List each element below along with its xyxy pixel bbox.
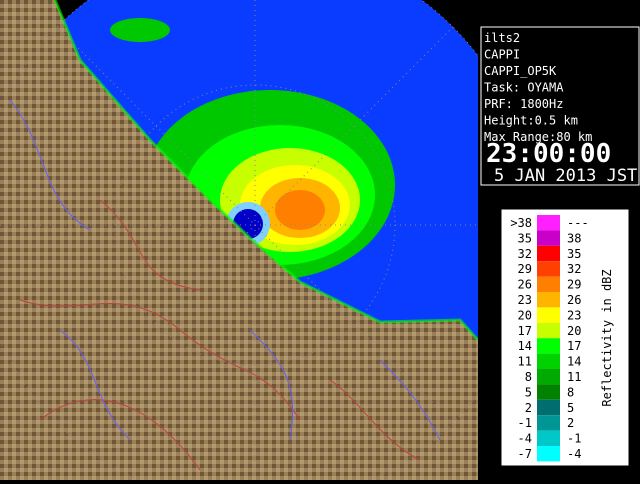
legend-to: -4 — [567, 447, 581, 461]
color-swatch — [537, 245, 560, 262]
legend-to: 26 — [567, 293, 581, 307]
legend-to: 5 — [567, 401, 574, 415]
color-swatch — [537, 230, 560, 246]
legend-to: 8 — [567, 385, 574, 399]
color-swatch — [537, 430, 560, 446]
legend-from: 35 — [518, 231, 532, 245]
radial — [56, 26, 454, 424]
legend-from: 14 — [518, 339, 532, 353]
info-line: Task: OYAMA — [484, 81, 564, 95]
range-rings — [0, 0, 478, 480]
color-swatch — [537, 384, 560, 400]
legend-from: 11 — [518, 355, 532, 369]
boundaries — [19, 199, 421, 471]
info-line: PRF: 1800Hz — [484, 97, 563, 111]
legend-from: 26 — [518, 278, 532, 292]
legend-to: 14 — [567, 355, 581, 369]
legend-to: 20 — [567, 324, 581, 338]
color-swatch — [537, 276, 560, 292]
color-swatch — [537, 415, 560, 431]
info-line: ilts2 — [484, 31, 520, 45]
legend-from: 20 — [518, 308, 532, 322]
legend-from: 29 — [518, 262, 532, 276]
radar-map — [0, 0, 478, 480]
legend-to: 29 — [567, 278, 581, 292]
color-swatch — [537, 353, 560, 369]
legend-box — [501, 209, 629, 466]
legend-from: 32 — [518, 247, 532, 261]
color-swatch — [537, 307, 560, 323]
legend-from: 23 — [518, 293, 532, 307]
legend-to: 17 — [567, 339, 581, 353]
info-line: CAPPI_OP5K — [484, 64, 557, 78]
info-line: Height:0.5 km — [484, 114, 578, 128]
coast-echo — [53, 0, 478, 342]
legend-from: 2 — [525, 401, 532, 415]
legend-to: 38 — [567, 231, 581, 245]
legend-from: 8 — [525, 370, 532, 384]
color-swatch — [537, 338, 560, 354]
legend-from: >38 — [510, 216, 532, 230]
color-swatch — [537, 261, 560, 277]
legend-title: Reflectivity in dBZ — [600, 269, 614, 406]
color-swatch — [537, 215, 560, 231]
color-swatch — [537, 292, 560, 308]
rivers — [9, 99, 441, 441]
color-swatch — [537, 399, 560, 416]
info-panel: ilts2 CAPPI CAPPI_OP5K Task: OYAMA PRF: 1800… — [484, 31, 637, 186]
legend-to: -1 — [567, 432, 581, 446]
legend-from: -4 — [518, 432, 532, 446]
info-box — [480, 26, 640, 186]
legend-from: 17 — [518, 324, 532, 338]
legend-to: 11 — [567, 370, 581, 384]
legend-to: 32 — [567, 262, 581, 276]
legend-to: 23 — [567, 308, 581, 322]
info-line: CAPPI — [484, 48, 520, 62]
color-swatch — [537, 446, 560, 462]
echo — [110, 18, 170, 42]
land — [0, 0, 478, 480]
legend-from: 5 — [525, 385, 532, 399]
legend-to: --- — [567, 216, 589, 230]
legend-from: -1 — [518, 416, 532, 430]
echo — [275, 190, 325, 230]
color-swatch — [537, 369, 560, 385]
time: 23:00:00 — [486, 139, 611, 169]
info-line: Max Range:80 km — [484, 130, 592, 144]
legend-to: 2 — [567, 416, 574, 430]
legend-from: -7 — [518, 447, 532, 461]
legend-to: 35 — [567, 247, 581, 261]
date: 5 JAN 2013 JST — [494, 166, 637, 186]
color-swatch — [537, 322, 560, 339]
